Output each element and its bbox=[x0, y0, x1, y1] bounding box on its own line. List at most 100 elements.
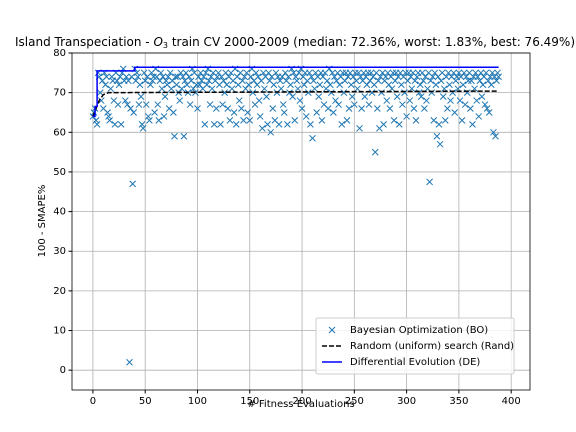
marker bbox=[367, 69, 375, 77]
marker bbox=[151, 109, 158, 116]
marker bbox=[368, 89, 376, 97]
marker bbox=[336, 81, 344, 89]
marker bbox=[136, 81, 144, 89]
marker bbox=[421, 105, 428, 112]
marker bbox=[289, 93, 296, 100]
marker bbox=[410, 105, 418, 112]
marker bbox=[117, 121, 125, 128]
marker bbox=[389, 69, 397, 77]
marker bbox=[114, 101, 122, 108]
marker bbox=[355, 69, 362, 77]
marker bbox=[172, 73, 179, 81]
marker bbox=[386, 105, 394, 112]
marker bbox=[93, 121, 101, 128]
marker bbox=[369, 73, 377, 81]
marker bbox=[316, 81, 324, 89]
marker bbox=[269, 105, 277, 112]
marker bbox=[256, 113, 264, 120]
marker bbox=[290, 69, 298, 77]
marker bbox=[323, 77, 331, 85]
marker bbox=[111, 121, 119, 128]
marker bbox=[402, 69, 409, 77]
marker bbox=[338, 121, 346, 128]
marker bbox=[103, 73, 110, 81]
marker bbox=[296, 97, 304, 104]
marker bbox=[459, 81, 467, 89]
marker bbox=[315, 93, 323, 100]
line bbox=[92, 66, 499, 118]
marker bbox=[399, 101, 406, 108]
marker bbox=[239, 77, 246, 85]
marker bbox=[437, 77, 445, 85]
marker bbox=[373, 105, 381, 112]
marker bbox=[144, 113, 152, 120]
marker bbox=[171, 132, 178, 140]
marker bbox=[160, 113, 168, 120]
marker bbox=[276, 77, 284, 85]
marker bbox=[201, 121, 209, 128]
marker bbox=[233, 73, 241, 81]
marker bbox=[313, 109, 321, 116]
marker bbox=[245, 81, 253, 89]
marker bbox=[285, 73, 292, 81]
marker bbox=[217, 121, 224, 128]
marker bbox=[481, 101, 489, 108]
marker bbox=[180, 132, 188, 140]
x-tick-label: 350 bbox=[449, 396, 468, 407]
marker bbox=[447, 97, 454, 104]
marker bbox=[141, 77, 149, 85]
marker bbox=[235, 97, 243, 104]
marker bbox=[280, 109, 288, 116]
marker bbox=[485, 109, 493, 116]
marker bbox=[371, 148, 379, 156]
marker bbox=[326, 81, 334, 89]
marker bbox=[129, 180, 137, 188]
marker bbox=[154, 101, 162, 108]
marker bbox=[344, 73, 352, 81]
marker bbox=[356, 124, 363, 132]
marker bbox=[125, 77, 132, 85]
marker bbox=[198, 77, 206, 85]
marker bbox=[352, 69, 359, 77]
marker bbox=[195, 73, 202, 81]
marker bbox=[240, 117, 247, 124]
marker bbox=[302, 113, 310, 120]
marker bbox=[346, 69, 354, 77]
y-tick-label: 10 bbox=[53, 326, 66, 337]
marker bbox=[174, 73, 181, 81]
marker bbox=[473, 97, 481, 104]
marker bbox=[416, 81, 424, 89]
marker bbox=[202, 69, 210, 77]
marker bbox=[270, 81, 278, 89]
legend-swatch bbox=[328, 326, 336, 334]
x-axis-label: # Fitness Evaluations bbox=[247, 399, 354, 410]
marker bbox=[275, 121, 283, 128]
marker bbox=[219, 101, 226, 108]
marker bbox=[205, 77, 213, 85]
marker bbox=[358, 105, 366, 112]
y-axis-label: 100 - SMAPE% bbox=[37, 185, 48, 258]
marker bbox=[429, 73, 437, 81]
marker bbox=[241, 73, 248, 81]
plot-area bbox=[89, 65, 502, 366]
marker bbox=[92, 117, 100, 124]
marker bbox=[472, 69, 479, 77]
marker bbox=[179, 73, 187, 81]
marker bbox=[493, 77, 500, 85]
marker bbox=[123, 73, 130, 81]
marker bbox=[247, 73, 255, 81]
marker bbox=[475, 113, 483, 120]
marker bbox=[478, 93, 486, 100]
marker bbox=[335, 101, 342, 108]
marker bbox=[384, 69, 392, 77]
marker bbox=[244, 109, 252, 116]
y-tick-label: 60 bbox=[53, 127, 66, 138]
marker bbox=[418, 69, 426, 77]
title-part: Island Transpeciation - bbox=[15, 35, 153, 49]
marker bbox=[469, 121, 476, 128]
marker bbox=[189, 85, 197, 93]
y-tick-label: 30 bbox=[53, 246, 66, 257]
marker bbox=[411, 77, 419, 85]
marker bbox=[212, 105, 220, 112]
